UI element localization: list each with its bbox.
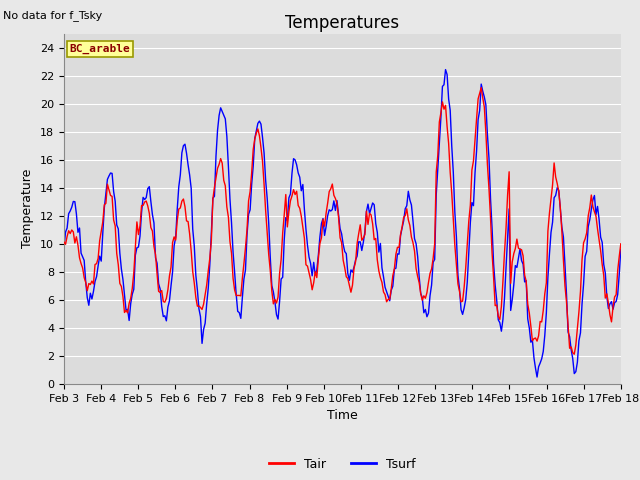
X-axis label: Time: Time [327, 409, 358, 422]
Y-axis label: Temperature: Temperature [22, 169, 35, 249]
Title: Temperatures: Temperatures [285, 14, 399, 32]
Legend: Tair, Tsurf: Tair, Tsurf [264, 453, 420, 476]
Text: BC_arable: BC_arable [70, 44, 131, 54]
Text: No data for f_Tsky: No data for f_Tsky [3, 10, 102, 21]
